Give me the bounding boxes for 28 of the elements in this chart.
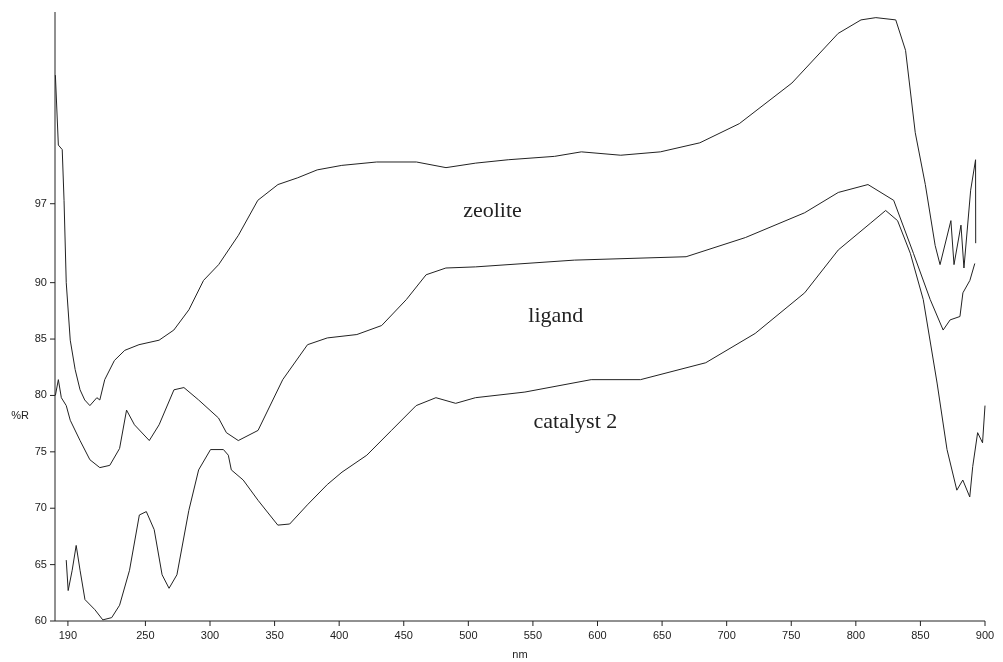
series-label: catalyst 2: [533, 407, 618, 433]
y-tick-label: 90: [34, 275, 47, 288]
x-tick-label: 500: [459, 629, 478, 641]
y-tick-label: 70: [34, 501, 47, 514]
x-tick-label: 550: [523, 629, 543, 641]
y-tick-label: 60: [34, 613, 47, 626]
x-tick-label: 190: [58, 629, 78, 641]
x-tick-label: 900: [975, 629, 995, 641]
x-axis-title: nm: [512, 648, 528, 660]
x-tick-label: 350: [265, 629, 284, 641]
x-tick-label: 450: [394, 629, 413, 641]
x-tick-label: 800: [846, 629, 866, 641]
x-tick-label: 400: [329, 629, 349, 641]
y-tick-label: 75: [34, 444, 47, 457]
series-label: zeolite: [463, 196, 522, 222]
y-axis-title: %R: [11, 409, 29, 422]
series-label: ligand: [528, 301, 584, 327]
x-tick-label: 700: [717, 629, 736, 641]
y-tick-label: 65: [34, 557, 47, 570]
y-tick-label: 85: [34, 331, 47, 344]
x-tick-label: 300: [200, 629, 220, 641]
x-tick-label: 750: [782, 629, 801, 641]
y-tick-label: 97: [34, 196, 47, 209]
x-tick-label: 250: [136, 629, 155, 641]
y-tick-label: 80: [34, 388, 47, 401]
x-tick-label: 600: [588, 629, 607, 641]
x-tick-label: 650: [652, 629, 672, 641]
x-tick-label: 850: [911, 629, 930, 641]
